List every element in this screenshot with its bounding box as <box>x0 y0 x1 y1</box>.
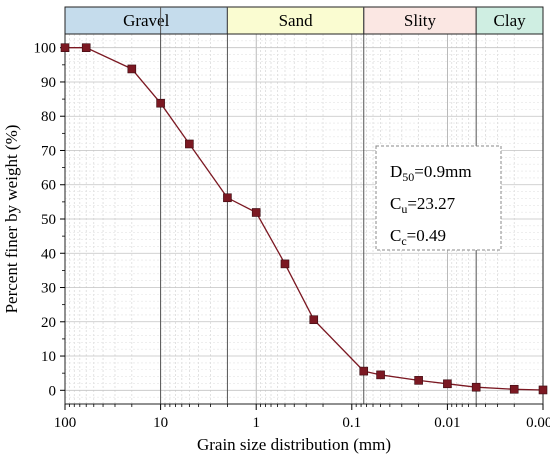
data-point <box>443 380 451 388</box>
cu-text: Cu=23.27 <box>390 194 456 216</box>
x-tick-label: 0.001 <box>526 415 550 431</box>
band-label-gravel: Gravel <box>123 11 170 30</box>
data-point <box>377 371 385 379</box>
data-point <box>281 260 289 268</box>
data-point <box>61 44 69 52</box>
x-tick-label: 0.01 <box>434 415 460 431</box>
band-label-sand: Sand <box>279 11 314 30</box>
y-tick-label: 20 <box>41 315 56 331</box>
data-point <box>185 140 193 148</box>
y-tick-label: 0 <box>49 383 57 399</box>
soil-band-header: Gravel Sand Slity Clay <box>65 7 543 34</box>
x-tick-label: 0.1 <box>342 415 361 431</box>
y-tick-label: 100 <box>34 41 57 57</box>
data-point <box>360 367 368 375</box>
x-axis-title: Grain size distribution (mm) <box>197 435 391 454</box>
data-point <box>82 44 90 52</box>
y-tick-label: 30 <box>41 281 56 297</box>
y-tick-label: 50 <box>41 212 56 228</box>
y-tick-label: 90 <box>41 75 56 91</box>
y-tick-label: 70 <box>41 143 56 159</box>
y-tick-label: 80 <box>41 109 56 125</box>
d50-text: D50=0.9mm <box>390 162 472 184</box>
data-point <box>472 383 480 391</box>
band-label-clay: Clay <box>494 11 527 30</box>
data-point <box>415 376 423 384</box>
data-point <box>252 208 260 216</box>
x-tick-label: 100 <box>54 415 77 431</box>
data-point <box>128 65 136 73</box>
soil-parameters-box: D50=0.9mm Cu=23.27 Cc=0.49 <box>376 146 501 250</box>
data-point <box>223 194 231 202</box>
y-tick-label: 10 <box>41 349 56 365</box>
x-tick-label: 1 <box>252 415 260 431</box>
y-axis-title: Percent finer by weight (%) <box>2 125 21 314</box>
cc-text: Cc=0.49 <box>390 226 446 248</box>
data-point <box>310 316 318 324</box>
y-tick-label: 60 <box>41 178 56 194</box>
data-point <box>157 99 165 107</box>
data-point <box>510 385 518 393</box>
band-label-slity: Slity <box>404 11 437 30</box>
data-point <box>539 386 547 394</box>
y-tick-label: 40 <box>41 246 56 262</box>
x-tick-label: 10 <box>153 415 168 431</box>
